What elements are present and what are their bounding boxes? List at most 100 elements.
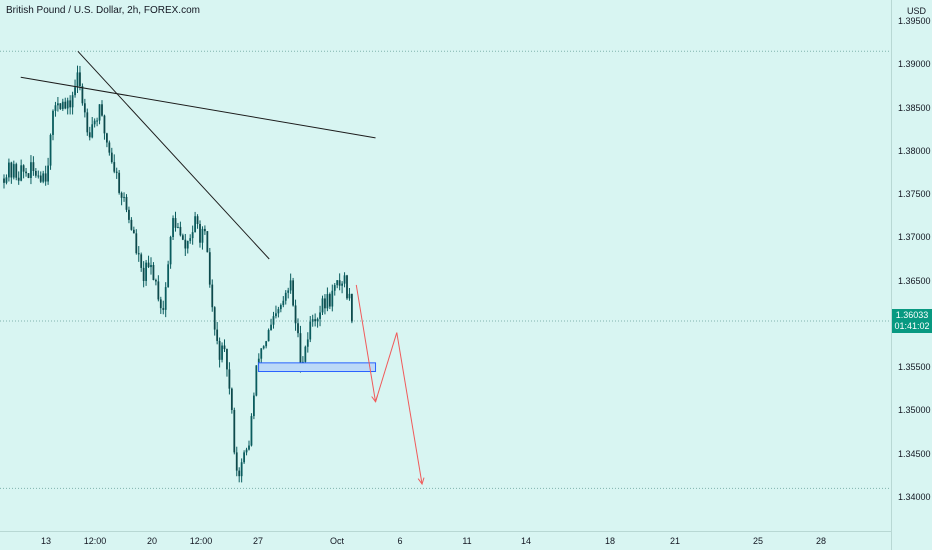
candle-body (196, 216, 199, 224)
candle-body (245, 449, 248, 453)
candle-body (279, 305, 282, 310)
candle (135, 229, 138, 255)
candle (221, 342, 223, 363)
projection-arrow-2 (396, 332, 422, 484)
candle (250, 413, 253, 447)
candle (98, 104, 101, 125)
candle (8, 158, 10, 182)
time-tick-label: 12:00 (83, 536, 107, 546)
candle (101, 100, 103, 117)
candle (245, 447, 248, 456)
candle-body (348, 293, 351, 299)
last-price-badge: 1.36033 01:41:02 (892, 309, 932, 334)
candle (279, 303, 282, 313)
candle (140, 252, 143, 272)
price-axis[interactable]: USD 1.39500 1.39000 1.38500 1.38000 1.37500 1… (891, 0, 932, 550)
candle (86, 108, 89, 136)
candle-body (169, 236, 172, 265)
candle-body (172, 218, 174, 237)
candle-body (3, 178, 5, 183)
candle-body (218, 340, 221, 360)
candle (267, 328, 270, 342)
candle-body (270, 324, 272, 331)
candle-body (174, 218, 177, 228)
candle (155, 278, 157, 286)
candle-body (44, 173, 47, 182)
time-tick-label: 14 (520, 536, 532, 546)
candle (32, 156, 35, 176)
candle-body (61, 101, 64, 109)
candle (132, 226, 135, 234)
time-tick-label: Oct (329, 536, 345, 546)
candle-body (74, 87, 76, 96)
candle (304, 345, 307, 363)
candle (42, 170, 45, 184)
candle-body (15, 164, 18, 178)
candle-body (314, 319, 317, 322)
candle (34, 168, 37, 178)
candle (164, 282, 167, 318)
candle-body (83, 103, 86, 113)
candle-body (118, 172, 121, 193)
candle-body (206, 231, 209, 253)
candle-body (135, 233, 138, 254)
candle-body (189, 238, 192, 241)
candle-body (299, 333, 302, 369)
candle (292, 277, 294, 307)
candle (208, 247, 211, 288)
price-tick-label: 1.39500 (898, 16, 931, 26)
candle-body (181, 235, 184, 240)
candle (277, 306, 280, 318)
candle-body (336, 280, 339, 286)
time-tick-label: 20 (146, 536, 158, 546)
candle (265, 340, 268, 349)
candle-body (157, 281, 160, 300)
price-tick-label: 1.34000 (898, 492, 931, 502)
candle (93, 118, 96, 128)
candle (297, 318, 299, 338)
candle-body (57, 103, 59, 106)
time-tick-label: 12:00 (189, 536, 213, 546)
candle-body (201, 228, 204, 243)
candle-body (54, 105, 57, 111)
candle (230, 387, 233, 414)
price-tick-label: 1.35500 (898, 362, 931, 373)
candle-body (27, 173, 30, 178)
candle-body (159, 299, 162, 309)
time-axis[interactable]: 13 12:00 20 12:00 27 Oct 6 11 14 18 21 25 28 (0, 531, 891, 550)
candle (253, 392, 255, 420)
candle (338, 273, 341, 291)
candle (216, 321, 219, 345)
candle (284, 290, 287, 305)
candle (272, 311, 275, 329)
candle (150, 257, 152, 275)
candle (110, 147, 113, 164)
time-tick-label: 18 (604, 536, 616, 546)
candle-body (326, 294, 329, 309)
candle-body (64, 101, 67, 109)
candle (91, 117, 94, 139)
candle-body (42, 173, 45, 182)
candle (172, 215, 174, 241)
candle-body (226, 349, 228, 370)
candle (294, 299, 297, 331)
candle-body (240, 462, 243, 477)
candle-body (223, 345, 226, 350)
projection-arrow-1 (375, 332, 398, 402)
candle (125, 194, 128, 213)
candle (66, 97, 69, 115)
candle (118, 170, 121, 195)
candle-body (297, 323, 299, 334)
candle-body (81, 86, 84, 104)
candle (186, 240, 189, 254)
candle (169, 235, 172, 269)
candle (142, 261, 145, 288)
candle-body (103, 115, 106, 134)
candle (314, 313, 317, 327)
time-tick-label: 6 (397, 536, 403, 546)
candle (113, 154, 116, 174)
candle-body (115, 171, 118, 173)
candle-body (93, 120, 96, 125)
